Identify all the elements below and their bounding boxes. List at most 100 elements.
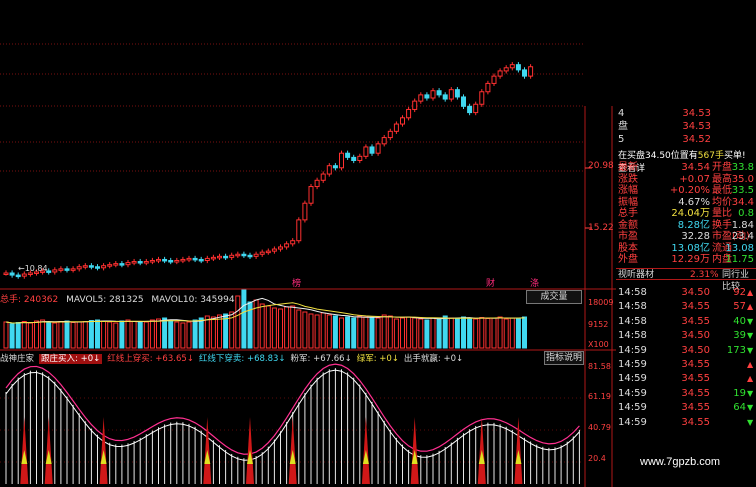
- indicator-marker-9: [515, 450, 522, 464]
- candle-body-17: [107, 264, 113, 267]
- quote-label: 市盈: [618, 231, 638, 242]
- trade-time: 14:58: [618, 315, 647, 327]
- quote-value-2: 0.8: [738, 208, 754, 219]
- event-marker-2[interactable]: 财: [486, 279, 496, 289]
- candle-body-9: [58, 268, 64, 271]
- vol-ma5: MAVOL5: 281325: [66, 295, 144, 305]
- candle-body-15: [95, 266, 100, 269]
- indicator-marker-1: [45, 450, 52, 464]
- candle-body-23: [143, 261, 149, 264]
- volume-bar-22: [137, 322, 143, 349]
- volume-bar-74: [454, 318, 460, 349]
- volume-bar-57: [351, 317, 357, 349]
- volume-bar-30: [186, 321, 192, 349]
- quote-label: 外盘: [618, 254, 638, 265]
- quote-value: 34.54: [681, 162, 710, 173]
- volume-bar-77: [473, 318, 479, 349]
- indicator-value-0: 跟庄买入: +0↓: [39, 354, 103, 364]
- volume-bar-63: [387, 315, 393, 349]
- volume-bar-20: [125, 319, 131, 349]
- quote-value-2: 34.4: [731, 196, 754, 208]
- volume-bar-52: [320, 312, 326, 349]
- candle-body-78: [479, 91, 485, 105]
- trade-price: 34.55: [681, 373, 710, 385]
- volume-bar-42: [259, 303, 265, 349]
- volume-bar-51: [314, 314, 320, 349]
- candle-body-6: [40, 270, 46, 273]
- candle-body-16: [101, 265, 107, 269]
- indicator-marker-5: [289, 450, 296, 464]
- order-row-1: 盘 34.53: [616, 121, 756, 133]
- candle-body-55: [339, 152, 344, 169]
- candle-body-47: [290, 240, 296, 245]
- trade-volume: 92: [733, 287, 746, 298]
- quote-row-6: 市盈 32.28 市盈(动) 23.4: [616, 231, 756, 243]
- volume-bar-4: [27, 322, 33, 349]
- quote-value-2: 33.8: [731, 162, 754, 173]
- volume-bar-72: [442, 315, 448, 349]
- quote-label-2: 开盘: [712, 162, 732, 173]
- candle-body-8: [52, 269, 58, 273]
- candle-body-49: [302, 202, 308, 221]
- candle-body-75: [461, 96, 466, 107]
- candle-body-29: [180, 258, 186, 262]
- trade-row-4: 14:59 34.50 173 ▼: [616, 344, 756, 358]
- volume-bar-85: [522, 316, 527, 349]
- volume-bar-55: [339, 317, 344, 349]
- trade-row-7: 14:59 34.55 19 ▼: [616, 387, 756, 401]
- indicator-marker-6: [362, 450, 369, 464]
- indicator-white-line: [5, 369, 580, 461]
- volume-bar-47: [290, 305, 296, 349]
- volume-bar-64: [393, 318, 399, 349]
- volume-bar-1: [9, 323, 15, 349]
- candle-body-65: [400, 117, 405, 125]
- trade-time: 14:58: [618, 330, 647, 342]
- volume-bar-61: [375, 317, 381, 349]
- candle-body-79: [485, 82, 491, 93]
- quote-panel: 4 34.53 盘 34.53 5 34.52 在买盘34.50位置有567手买单! 查看详…: [616, 106, 756, 487]
- volume-bar-36: [223, 313, 229, 349]
- quote-row-7: 股本 13.08亿 流通 13.08: [616, 243, 756, 255]
- event-marker-1[interactable]: 榜: [292, 279, 302, 289]
- trade-row-9: 14:59 34.55 ▼: [616, 416, 756, 430]
- notice-link[interactable]: 买单! 查看详: [618, 151, 746, 174]
- volume-bar-58: [357, 315, 363, 349]
- ind-axis-1: 81.58: [588, 362, 611, 371]
- watermark: www.7gpzb.com: [640, 456, 721, 468]
- indicator-marker-2: [100, 450, 107, 464]
- industry-compare-tab[interactable]: 同行业比较: [722, 270, 750, 292]
- candle-body-56: [345, 152, 351, 158]
- quote-label-2: 市盈(动): [712, 231, 750, 242]
- candle-body-33: [204, 257, 210, 261]
- quote-row-5: 金额 8.28亿 换手 1.84: [616, 220, 756, 232]
- volume-bar-69: [424, 319, 430, 349]
- volume-bar-71: [436, 318, 442, 349]
- up-arrow-icon: ▲: [747, 360, 754, 369]
- candle-body-4: [27, 272, 33, 275]
- volume-bar-38: [235, 295, 241, 349]
- up-arrow-icon: ▲: [747, 302, 754, 312]
- quote-value-2: 11.75: [725, 254, 754, 265]
- candle-body-63: [387, 130, 393, 139]
- candle-body-20: [125, 262, 131, 266]
- trade-volume: 40: [733, 315, 746, 327]
- down-arrow-icon: ▼: [747, 388, 754, 398]
- indicator-help-button[interactable]: 指标说明: [544, 351, 584, 365]
- candle-body-43: [265, 250, 271, 254]
- quote-value-2: 35.0: [731, 173, 754, 185]
- indicator-selector-volume[interactable]: 成交量: [526, 290, 582, 304]
- volume-bar-59: [363, 316, 369, 349]
- candle-body-5: [34, 271, 39, 274]
- candle-body-67: [412, 100, 418, 110]
- quote-row-3: 振幅 4.67% 均价 34.4: [616, 197, 756, 209]
- kline-chart[interactable]: [0, 0, 616, 487]
- event-marker-3[interactable]: 涤: [530, 279, 540, 289]
- volume-bar-56: [345, 316, 351, 349]
- trade-row-1: 14:58 34.55 57 ▲: [616, 300, 756, 314]
- volume-bar-14: [88, 320, 94, 349]
- up-arrow-icon: ▲: [747, 288, 754, 297]
- volume-bar-13: [82, 321, 88, 349]
- indicator-pink-line: [5, 363, 580, 455]
- quote-label: 股本: [618, 242, 638, 254]
- order-row-0: 4 34.53: [616, 108, 756, 120]
